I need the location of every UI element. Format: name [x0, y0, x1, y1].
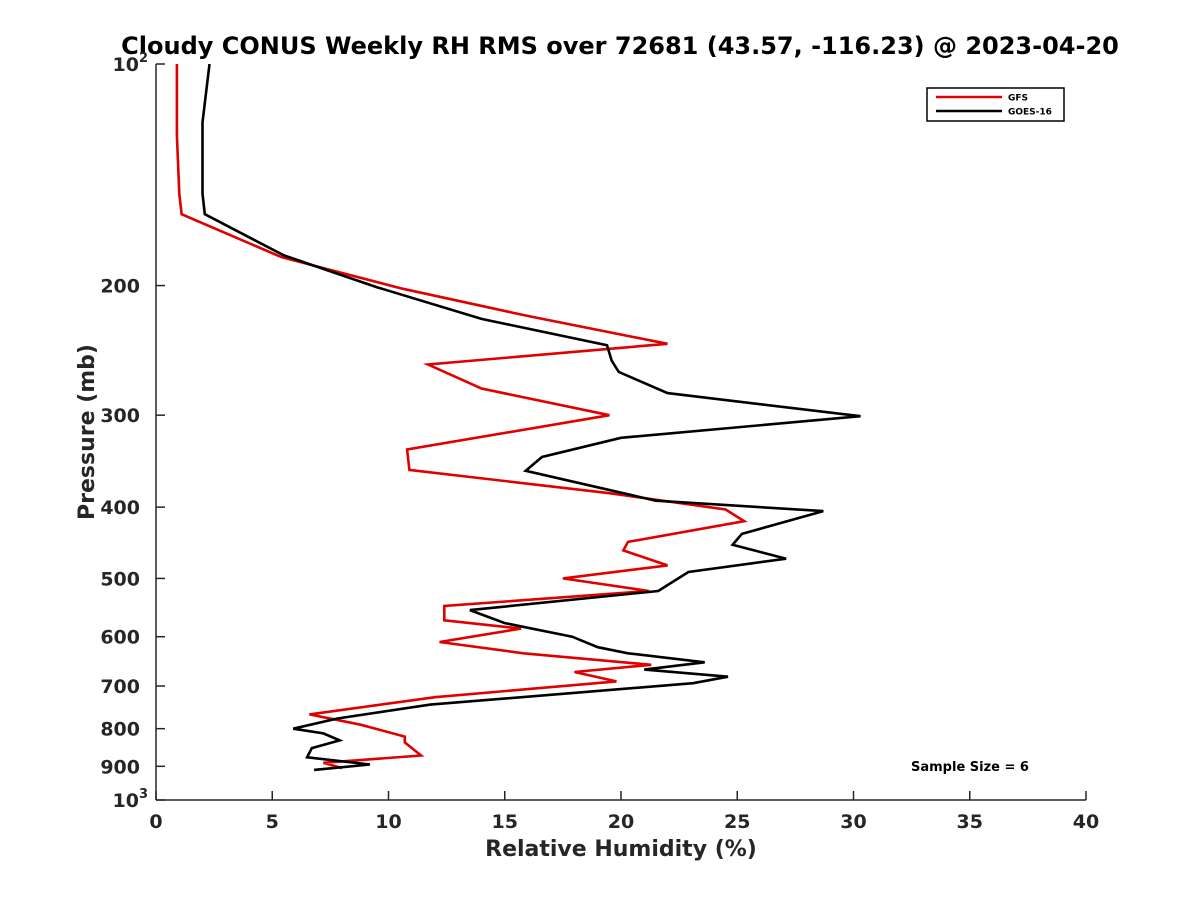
x-tick-label: 15 — [492, 811, 518, 833]
y-tick-label: 800 — [100, 719, 140, 741]
x-tick-label: 10 — [375, 811, 401, 833]
y-tick-label: 600 — [100, 627, 140, 649]
series-line-gfs — [175, 64, 748, 770]
chart-title: Cloudy CONUS Weekly RH RMS over 72681 (4… — [121, 32, 1119, 60]
sample-size-annotation: Sample Size = 6 — [911, 760, 1029, 775]
y-tick-label: 200 — [100, 276, 140, 298]
x-axis-label: Relative Humidity (%) — [485, 837, 757, 862]
x-tick-label: 0 — [149, 811, 162, 833]
legend-box — [926, 87, 1065, 122]
series-group — [175, 63, 861, 772]
legend-label-gfs: GFS — [1008, 94, 1028, 104]
x-tick-label: 30 — [840, 811, 866, 833]
legend: GFS GOES-16 — [926, 87, 1065, 122]
x-tick-label: 35 — [957, 811, 983, 833]
y-tick-label: 300 — [100, 405, 140, 427]
y-tick-label-base: 10 — [113, 54, 139, 76]
x-tick-label: 25 — [724, 811, 750, 833]
y-tick-label-base: 10 — [113, 790, 139, 812]
y-tick-label: 103 — [113, 787, 149, 812]
y-tick-label: 900 — [100, 756, 140, 778]
y-tick-label-exponent: 2 — [139, 51, 148, 66]
y-tick-label: 700 — [100, 676, 140, 698]
x-tick-label: 5 — [266, 811, 279, 833]
y-tick-label: 400 — [100, 497, 140, 519]
y-tick-label-exponent: 3 — [139, 787, 148, 802]
y-tick-label: 102 — [113, 51, 149, 76]
x-tick-label: 40 — [1073, 811, 1099, 833]
y-tick-label: 500 — [100, 568, 140, 590]
y-axis-label: Pressure (mb) — [75, 344, 100, 520]
legend-label-goes-16: GOES-16 — [1008, 108, 1052, 118]
x-tick-label: 20 — [608, 811, 634, 833]
series-line-goes-16 — [201, 63, 861, 772]
ticks: 0 5 10 15 20 25 30 35 40102200300400500600700800… — [100, 51, 1099, 833]
